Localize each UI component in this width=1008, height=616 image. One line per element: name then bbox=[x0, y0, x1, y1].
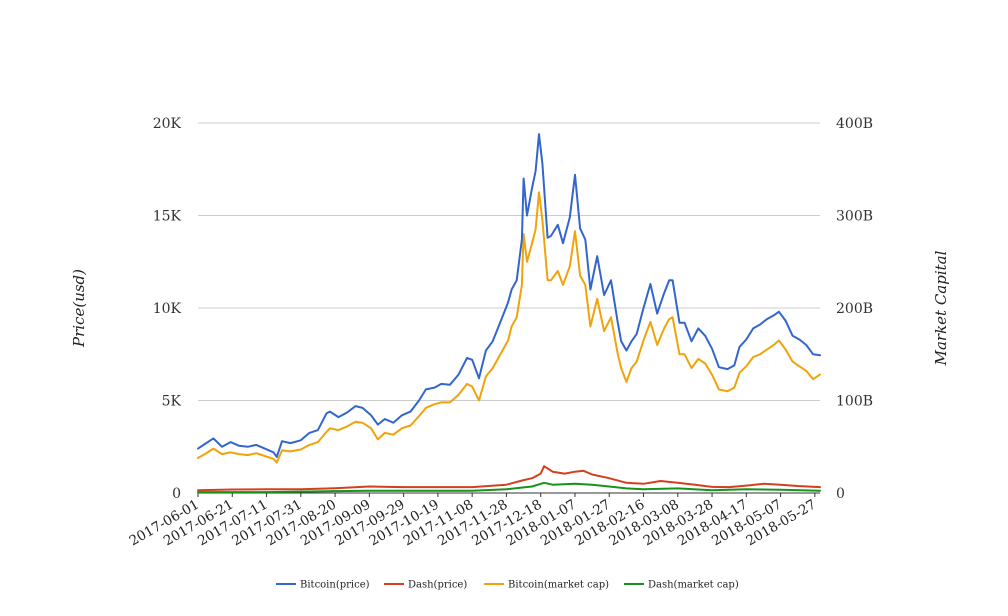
legend-item[interactable]: Dash(price) bbox=[384, 580, 467, 591]
legend-label: Dash(price) bbox=[408, 580, 467, 591]
series-line-bitcoin-market-cap bbox=[197, 191, 821, 464]
series-line-bitcoin-price bbox=[197, 133, 821, 458]
legend[interactable]: Bitcoin(price) Dash(price) Bitcoin(market … bbox=[276, 580, 739, 591]
left-y-tick-label: 20K bbox=[153, 116, 182, 132]
left-y-tick-label: 10K bbox=[153, 301, 182, 317]
left-y-tick-label: 0 bbox=[172, 486, 181, 502]
series-lines bbox=[197, 133, 821, 494]
series-line-dash-market-cap bbox=[197, 481, 821, 494]
right-y-tick-label: 300B bbox=[836, 209, 873, 225]
right-y-tick-label: 200B bbox=[836, 301, 873, 317]
series-line-dash-price bbox=[197, 465, 821, 492]
left-y-tick-label: 5K bbox=[162, 394, 182, 410]
legend-item[interactable]: Dash(market cap) bbox=[624, 580, 739, 591]
x-axis-ticks: 2017-06-012017-06-212017-07-112017-07-31… bbox=[127, 493, 819, 549]
left-axis-title: Price(usd) bbox=[70, 269, 88, 348]
gridlines bbox=[198, 122, 820, 494]
right-axis-title: Market Capital bbox=[932, 250, 950, 366]
legend-label: Dash(market cap) bbox=[648, 580, 739, 591]
right-y-axis-ticks: 0 100B 200B 300B 400B bbox=[836, 116, 873, 502]
legend-label: Bitcoin(market cap) bbox=[508, 580, 609, 591]
left-y-tick-label: 15K bbox=[153, 209, 182, 225]
legend-item[interactable]: Bitcoin(market cap) bbox=[484, 580, 609, 591]
right-y-tick-label: 100B bbox=[836, 394, 873, 410]
left-y-axis-ticks: 0 5K 10K 15K 20K bbox=[153, 116, 182, 502]
right-y-tick-label: 0 bbox=[836, 486, 845, 502]
right-y-tick-label: 400B bbox=[836, 116, 873, 132]
legend-item[interactable]: Bitcoin(price) bbox=[276, 580, 370, 591]
legend-label: Bitcoin(price) bbox=[300, 580, 370, 591]
